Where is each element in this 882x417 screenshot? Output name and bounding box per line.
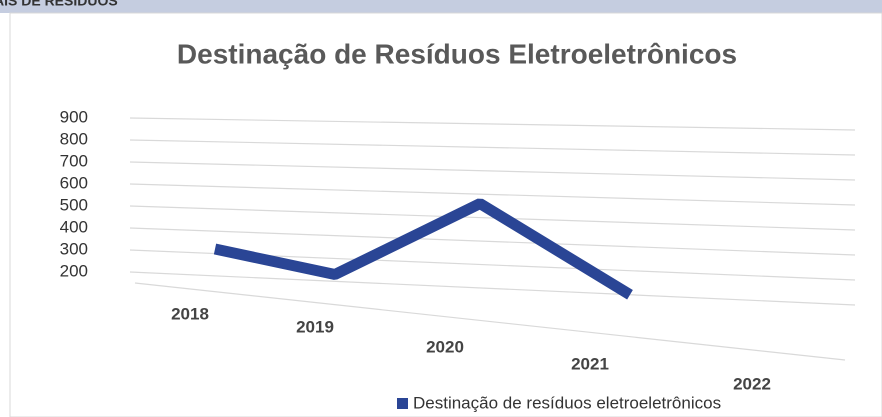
header-text: AIS DE RESÍDUOS bbox=[0, 0, 118, 9]
line-ribbon bbox=[213, 198, 633, 300]
grid-line bbox=[129, 139, 856, 156]
y-tick-label: 300 bbox=[60, 239, 88, 258]
grid-line bbox=[129, 205, 856, 231]
grid-line bbox=[129, 271, 856, 306]
y-tick-label: 600 bbox=[60, 173, 88, 192]
header-bar bbox=[0, 0, 882, 13]
y-tick-label: 400 bbox=[60, 217, 88, 236]
x-tick-label: 2022 bbox=[733, 374, 771, 393]
grid-line bbox=[129, 227, 856, 256]
x-tick-label: 2018 bbox=[171, 304, 209, 323]
legend-swatch bbox=[397, 398, 408, 409]
x-tick-label: 2021 bbox=[571, 354, 609, 373]
y-tick-label: 500 bbox=[60, 195, 88, 214]
legend-label: Destinação de resíduos eletroeletrônicos bbox=[413, 393, 721, 412]
x-tick-label: 2020 bbox=[426, 337, 464, 356]
chart-title: Destinação de Resíduos Eletroeletrônicos bbox=[177, 38, 737, 69]
grid-line bbox=[129, 117, 856, 131]
y-tick-label: 700 bbox=[60, 151, 88, 170]
x-axis bbox=[134, 282, 846, 361]
y-tick-label: 800 bbox=[60, 129, 88, 148]
grid-line bbox=[129, 161, 856, 181]
grid-line bbox=[129, 183, 856, 206]
y-tick-label: 900 bbox=[60, 107, 88, 126]
y-tick-label: 200 bbox=[60, 261, 88, 280]
x-tick-label: 2019 bbox=[296, 317, 334, 336]
